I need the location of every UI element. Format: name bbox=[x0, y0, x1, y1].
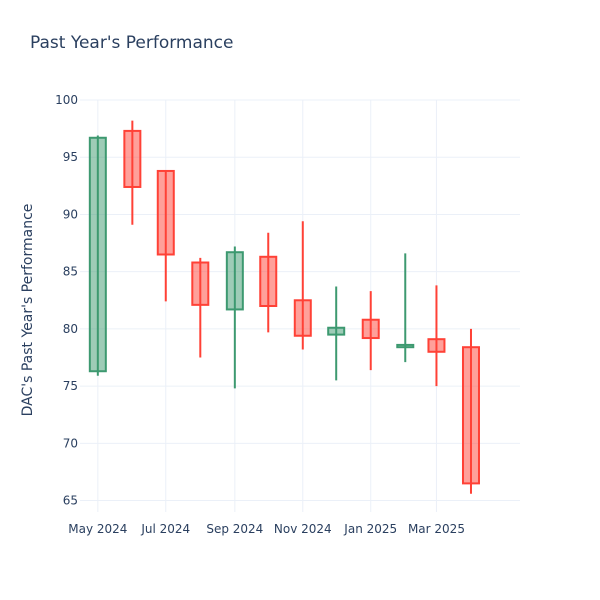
y-axis-title: DAC's Past Year's Performance bbox=[20, 204, 36, 417]
candle-body bbox=[191, 261, 210, 306]
y-tick-label: 75 bbox=[63, 379, 78, 393]
candle-body bbox=[156, 169, 175, 256]
y-tick-label: 70 bbox=[63, 436, 78, 450]
x-tick-label: Jan 2025 bbox=[343, 522, 397, 536]
candle-body bbox=[259, 255, 278, 307]
y-tick-label: 90 bbox=[63, 207, 78, 221]
candle-body bbox=[361, 318, 380, 340]
x-tick-label: Mar 2025 bbox=[408, 522, 465, 536]
candle-body bbox=[225, 251, 244, 311]
x-tick-label: Sep 2024 bbox=[206, 522, 263, 536]
candle-body bbox=[396, 343, 415, 349]
candle-body bbox=[88, 136, 107, 373]
y-tick-label: 65 bbox=[63, 494, 78, 508]
x-tick-label: Nov 2024 bbox=[274, 522, 332, 536]
y-tick-label: 80 bbox=[63, 322, 78, 336]
candle-body bbox=[461, 346, 480, 485]
y-tick-label: 100 bbox=[55, 93, 78, 107]
y-tick-label: 85 bbox=[63, 265, 78, 279]
candle-body bbox=[427, 338, 446, 353]
chart-title: Past Year's Performance bbox=[30, 33, 234, 53]
candle-body bbox=[293, 299, 312, 337]
x-tick-label: May 2024 bbox=[68, 522, 127, 536]
y-tick-label: 95 bbox=[63, 150, 78, 164]
x-tick-label: Jul 2024 bbox=[140, 522, 190, 536]
candle-body bbox=[123, 129, 142, 188]
candle-body bbox=[327, 326, 346, 336]
